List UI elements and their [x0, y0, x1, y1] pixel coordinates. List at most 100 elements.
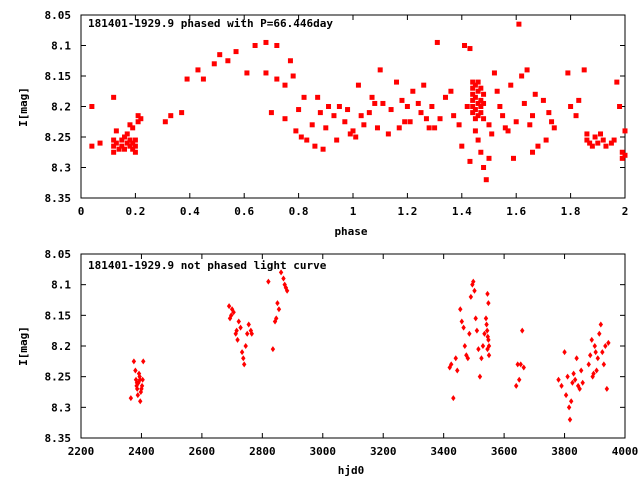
plot-frame [80, 14, 626, 199]
data-point [608, 140, 614, 146]
data-point [527, 122, 533, 128]
data-point [372, 100, 378, 106]
data-point [494, 88, 500, 94]
data-point [119, 137, 125, 143]
data-point [282, 116, 288, 122]
data-point [476, 346, 481, 353]
data-point [287, 58, 293, 64]
data-point [282, 82, 288, 88]
data-point [556, 376, 561, 383]
data-point [576, 97, 582, 103]
data-point [276, 306, 282, 313]
data-point [532, 91, 538, 97]
data-point [467, 158, 473, 164]
data-point [598, 321, 604, 328]
data-point [584, 137, 590, 143]
data-point [473, 315, 478, 322]
data-point [568, 104, 574, 109]
y-tick-label: 8.2 [51, 101, 71, 114]
panel-title-phased: 181401-1929.9 phased with P=66.446day [88, 17, 333, 30]
data-point [517, 376, 522, 383]
data-point [415, 100, 421, 106]
unphased-light-curve-panel: 181401-1929.9 not phased light curve hjd… [17, 248, 638, 477]
data-point [396, 125, 402, 131]
data-point [588, 352, 593, 359]
data-point [233, 49, 239, 55]
data-point [131, 358, 137, 365]
y-axis-title-mag-bottom: I[mag] [17, 326, 30, 366]
data-point [486, 122, 492, 128]
data-point [336, 104, 342, 109]
data-point [448, 88, 454, 94]
data-point [380, 100, 386, 106]
x-tick-label: 0.6 [234, 205, 254, 218]
data-point [481, 91, 487, 97]
x-tick-label: 3000 [310, 445, 337, 458]
data-point [600, 137, 606, 143]
data-point [485, 346, 490, 353]
data-point [453, 355, 458, 362]
data-point [284, 287, 290, 294]
data-point [565, 373, 570, 380]
data-point [268, 110, 274, 116]
data-point [369, 94, 375, 100]
y-tick-label: 8.1 [51, 40, 71, 53]
data-point [217, 52, 223, 58]
data-point [184, 76, 190, 82]
data-point [521, 364, 526, 371]
data-point [162, 119, 168, 125]
data-point [471, 278, 476, 285]
data-point [301, 94, 307, 100]
data-point [128, 395, 134, 402]
data-point [500, 113, 506, 119]
x-tick-label: 3800 [551, 445, 578, 458]
data-point [513, 119, 519, 125]
data-point [611, 137, 617, 143]
data-point [483, 315, 489, 322]
x-tick-label: 2600 [189, 445, 216, 458]
data-point [323, 125, 329, 131]
data-point [377, 67, 383, 73]
x-tick-label: 4000 [612, 445, 639, 458]
x-tick-label: 2 [622, 205, 629, 218]
data-point [586, 361, 591, 368]
data-point [468, 293, 474, 300]
data-point [486, 300, 491, 307]
data-point [486, 336, 491, 343]
data-point [274, 43, 280, 48]
panel-title-unphased: 181401-1929.9 not phased light curve [88, 259, 327, 272]
y-axis-title-mag-top: I[mag] [17, 87, 30, 127]
data-point [477, 373, 483, 380]
data-point [404, 104, 410, 109]
data-point [127, 143, 133, 149]
data-point [587, 140, 593, 146]
data-point [135, 385, 140, 392]
y-tick-label: 8.1 [51, 279, 71, 292]
data-point [334, 137, 340, 143]
data-point [226, 303, 232, 310]
data-point [459, 318, 464, 325]
data-point [571, 370, 576, 377]
data-point [358, 113, 364, 119]
data-point [134, 382, 139, 389]
y-tick-label: 8.15 [45, 309, 72, 322]
data-point [139, 382, 145, 389]
data-point [475, 137, 481, 143]
data-point [353, 134, 359, 140]
data-point [244, 70, 250, 76]
data-point [290, 73, 296, 79]
data-point [566, 404, 572, 411]
x-tick-label: 2800 [249, 445, 276, 458]
data-point [478, 149, 484, 155]
data-point [239, 349, 245, 356]
data-point [597, 330, 602, 337]
data-point [317, 110, 323, 116]
data-point [595, 355, 600, 362]
data-point [293, 128, 299, 134]
data-point [505, 128, 511, 134]
data-point [347, 131, 353, 137]
data-point [124, 140, 130, 146]
data-point [574, 355, 579, 362]
data-point [475, 100, 481, 106]
data-point [475, 88, 481, 94]
